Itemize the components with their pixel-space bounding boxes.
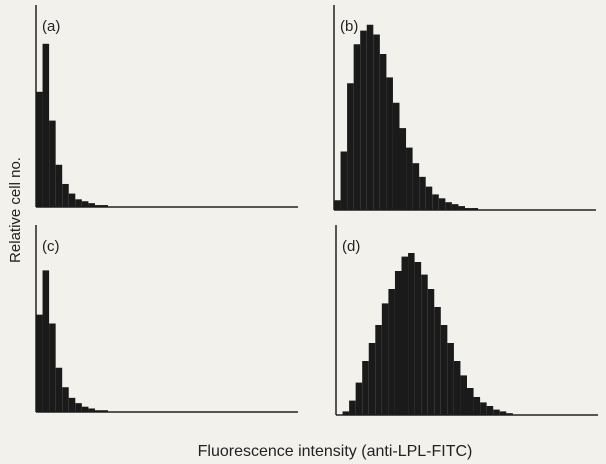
histogram-bar <box>366 24 374 210</box>
histogram-bar <box>42 43 50 207</box>
histogram-bar <box>94 205 102 207</box>
histogram-bar <box>62 183 69 207</box>
histogram-bar <box>399 128 407 210</box>
histogram-bar <box>55 164 63 207</box>
histogram-bar <box>480 402 487 415</box>
histogram-bar <box>68 397 76 412</box>
histogram-bar <box>471 208 479 210</box>
histogram-bar <box>68 193 76 207</box>
histogram-bar <box>355 382 363 415</box>
panel-label: (d) <box>342 238 360 255</box>
histogram-bar <box>81 406 89 412</box>
histogram-bar <box>362 361 369 415</box>
histogram-bar <box>49 120 56 207</box>
histogram-bar <box>401 256 409 415</box>
histogram-bar <box>467 388 474 415</box>
histogram-bar <box>49 323 56 412</box>
histogram-bar <box>88 203 95 207</box>
histogram-bar <box>342 411 350 415</box>
histogram-bar <box>88 408 95 412</box>
histogram-bar <box>440 325 448 415</box>
histogram-bar <box>425 186 433 210</box>
histogram-bar <box>379 54 387 210</box>
histogram-bar <box>445 202 452 210</box>
histogram-bar <box>36 314 43 412</box>
histogram-bar <box>373 34 380 210</box>
panel-label: (c) <box>42 238 60 255</box>
x-axis-label: Fluorescence intensity (anti-LPL-FITC) <box>198 443 473 460</box>
panel-label: (b) <box>340 18 358 35</box>
histogram-bar <box>406 147 413 210</box>
histogram-bar <box>360 30 367 210</box>
histogram-bar <box>42 270 50 412</box>
histogram-bar <box>499 411 507 415</box>
histogram-bar <box>75 199 82 207</box>
histogram-bar <box>414 262 422 415</box>
histogram-bar <box>465 208 472 210</box>
histogram-bar <box>101 205 109 207</box>
histogram-bar <box>419 176 426 210</box>
histogram-bar <box>381 303 389 415</box>
histogram-bar <box>353 44 361 210</box>
histogram-bar <box>434 307 441 415</box>
histogram-bar <box>55 367 63 412</box>
histogram-bar <box>473 397 481 415</box>
histogram-bar <box>438 198 446 210</box>
histogram-bar <box>94 410 102 412</box>
histogram-bar <box>392 102 400 210</box>
histogram-bar <box>412 163 420 210</box>
histogram-bar <box>388 289 395 415</box>
histogram-bar <box>349 400 356 415</box>
panel-label: (a) <box>42 18 60 35</box>
histogram-bar <box>394 271 402 415</box>
histogram-bar <box>375 325 382 415</box>
histogram-bar <box>75 403 82 412</box>
histogram-bar <box>347 83 354 210</box>
y-axis-label: Relative cell no. <box>7 157 24 263</box>
histogram-bar <box>458 206 465 210</box>
histogram-bar <box>421 274 428 415</box>
histogram-bar <box>453 361 461 415</box>
histogram-bar <box>36 91 43 207</box>
histogram-bar <box>408 253 415 415</box>
histogram-bar <box>386 77 393 211</box>
histogram-bar <box>447 343 454 415</box>
histogram-bar <box>427 289 435 415</box>
histogram-bar <box>493 409 500 415</box>
histogram-bar <box>460 375 467 415</box>
histogram-bar <box>506 413 513 415</box>
histogram-bar <box>101 410 109 412</box>
histogram-bar <box>432 194 439 210</box>
histogram-bar <box>368 343 376 415</box>
histogram-bar <box>62 387 69 412</box>
histogram-bar <box>334 200 341 210</box>
histogram-bar <box>486 406 494 415</box>
histogram-bar <box>340 151 348 210</box>
histogram-bar <box>451 204 459 210</box>
histogram-bar <box>81 201 89 207</box>
